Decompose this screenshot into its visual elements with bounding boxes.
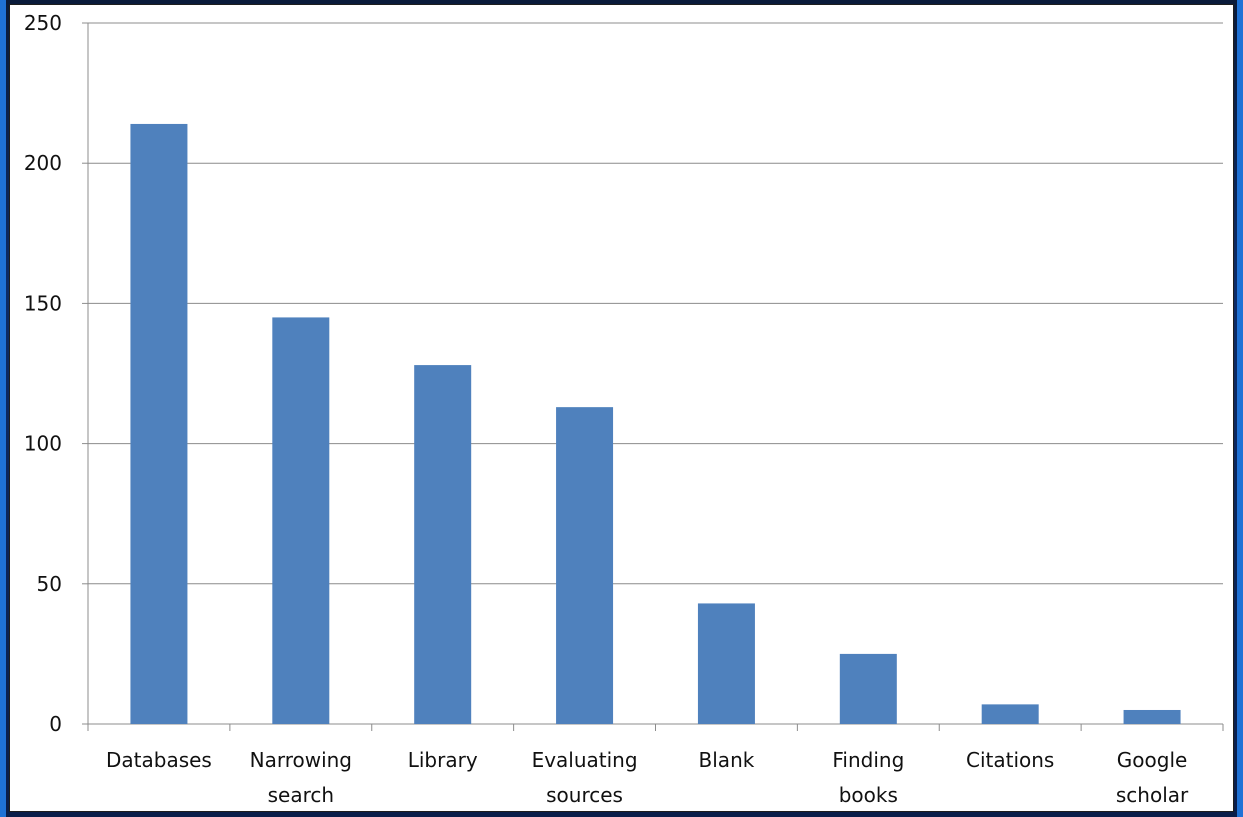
bar <box>1123 709 1181 724</box>
y-tick-label: 200 <box>24 151 62 175</box>
bar <box>981 704 1039 724</box>
x-category-label: Narrowing <box>250 748 352 772</box>
x-category-label: search <box>268 783 334 807</box>
y-tick-label: 250 <box>24 11 62 35</box>
bar <box>839 653 897 724</box>
x-category-label: scholar <box>1116 783 1189 807</box>
bar <box>697 603 755 724</box>
x-category-label: Library <box>408 748 478 772</box>
x-category-label: Finding <box>832 748 904 772</box>
x-category-label: Citations <box>966 748 1054 772</box>
bar-chart: 0 50 100 150 200 250 Databases Narrowing search L… <box>9 4 1234 812</box>
bar <box>272 317 330 724</box>
x-category-label: Databases <box>106 748 212 772</box>
y-tick-label: 100 <box>24 432 62 456</box>
x-category-label: Blank <box>699 748 755 772</box>
y-tick-label: 0 <box>49 712 62 736</box>
bar <box>556 407 614 724</box>
x-category-label: Evaluating <box>532 748 638 772</box>
bar <box>414 365 472 724</box>
x-category-label: sources <box>546 783 623 807</box>
bar <box>130 123 188 725</box>
chart-svg: 0 50 100 150 200 250 Databases Narrowing search L… <box>24 11 1224 807</box>
y-tick-label: 150 <box>24 291 62 315</box>
x-category-label: Google <box>1117 748 1188 772</box>
x-category-label: books <box>839 783 898 807</box>
y-tick-label: 50 <box>37 572 62 596</box>
